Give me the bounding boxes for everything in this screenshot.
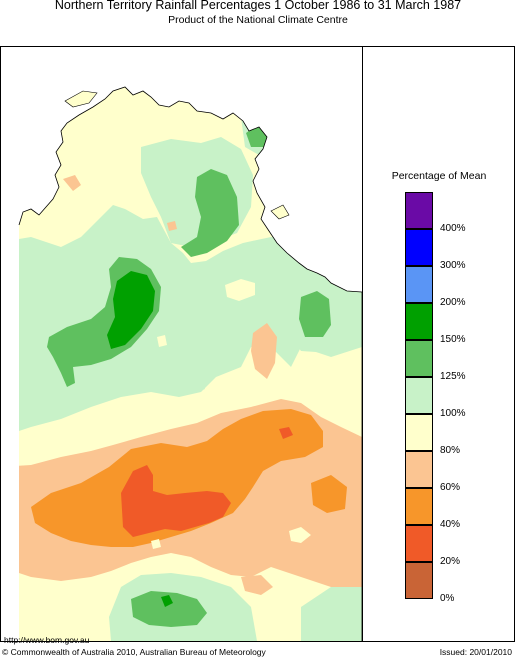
legend-label-300: 300%: [440, 260, 466, 271]
legend-label-0: 0%: [440, 593, 455, 604]
legend-label-200: 200%: [440, 297, 466, 308]
legend-swatch-125-150: [405, 340, 433, 377]
legend-label-40: 40%: [440, 519, 461, 530]
legend-label-80: 80%: [440, 445, 461, 456]
legend-swatch-200-300: [405, 266, 433, 303]
copyright: © Commonwealth of Australia 2010, Austra…: [2, 647, 266, 657]
legend-swatch-80-100: [405, 414, 433, 451]
legend-swatch-150-200: [405, 303, 433, 340]
legend-swatch-20-40: [405, 525, 433, 562]
legend-swatch-300-400: [405, 229, 433, 266]
legend-divider: [362, 46, 363, 642]
legend-label-20: 20%: [440, 556, 461, 567]
legend-swatch-over-400: [405, 192, 433, 229]
legend-swatch-100-125: [405, 377, 433, 414]
map-frame: [0, 46, 515, 642]
legend-label-150: 150%: [440, 334, 466, 345]
legend-swatch-60-80: [405, 451, 433, 488]
map-subtitle: Product of the National Climate Centre: [168, 14, 348, 26]
legend-label-125: 125%: [440, 371, 466, 382]
rainfall-map: [1, 47, 362, 641]
legend-label-60: 60%: [440, 482, 461, 493]
legend-label-400: 400%: [440, 223, 466, 234]
legend-swatch-40-60: [405, 488, 433, 525]
legend-swatch-0-20: [405, 562, 433, 599]
issued-date: Issued: 20/01/2010: [439, 647, 512, 657]
map-title: Northern Territory Rainfall Percentages …: [54, 0, 462, 12]
source-url[interactable]: http://www.bom.gov.au: [4, 635, 90, 645]
legend-title: Percentage of Mean: [391, 170, 487, 182]
legend-label-100: 100%: [440, 408, 466, 419]
